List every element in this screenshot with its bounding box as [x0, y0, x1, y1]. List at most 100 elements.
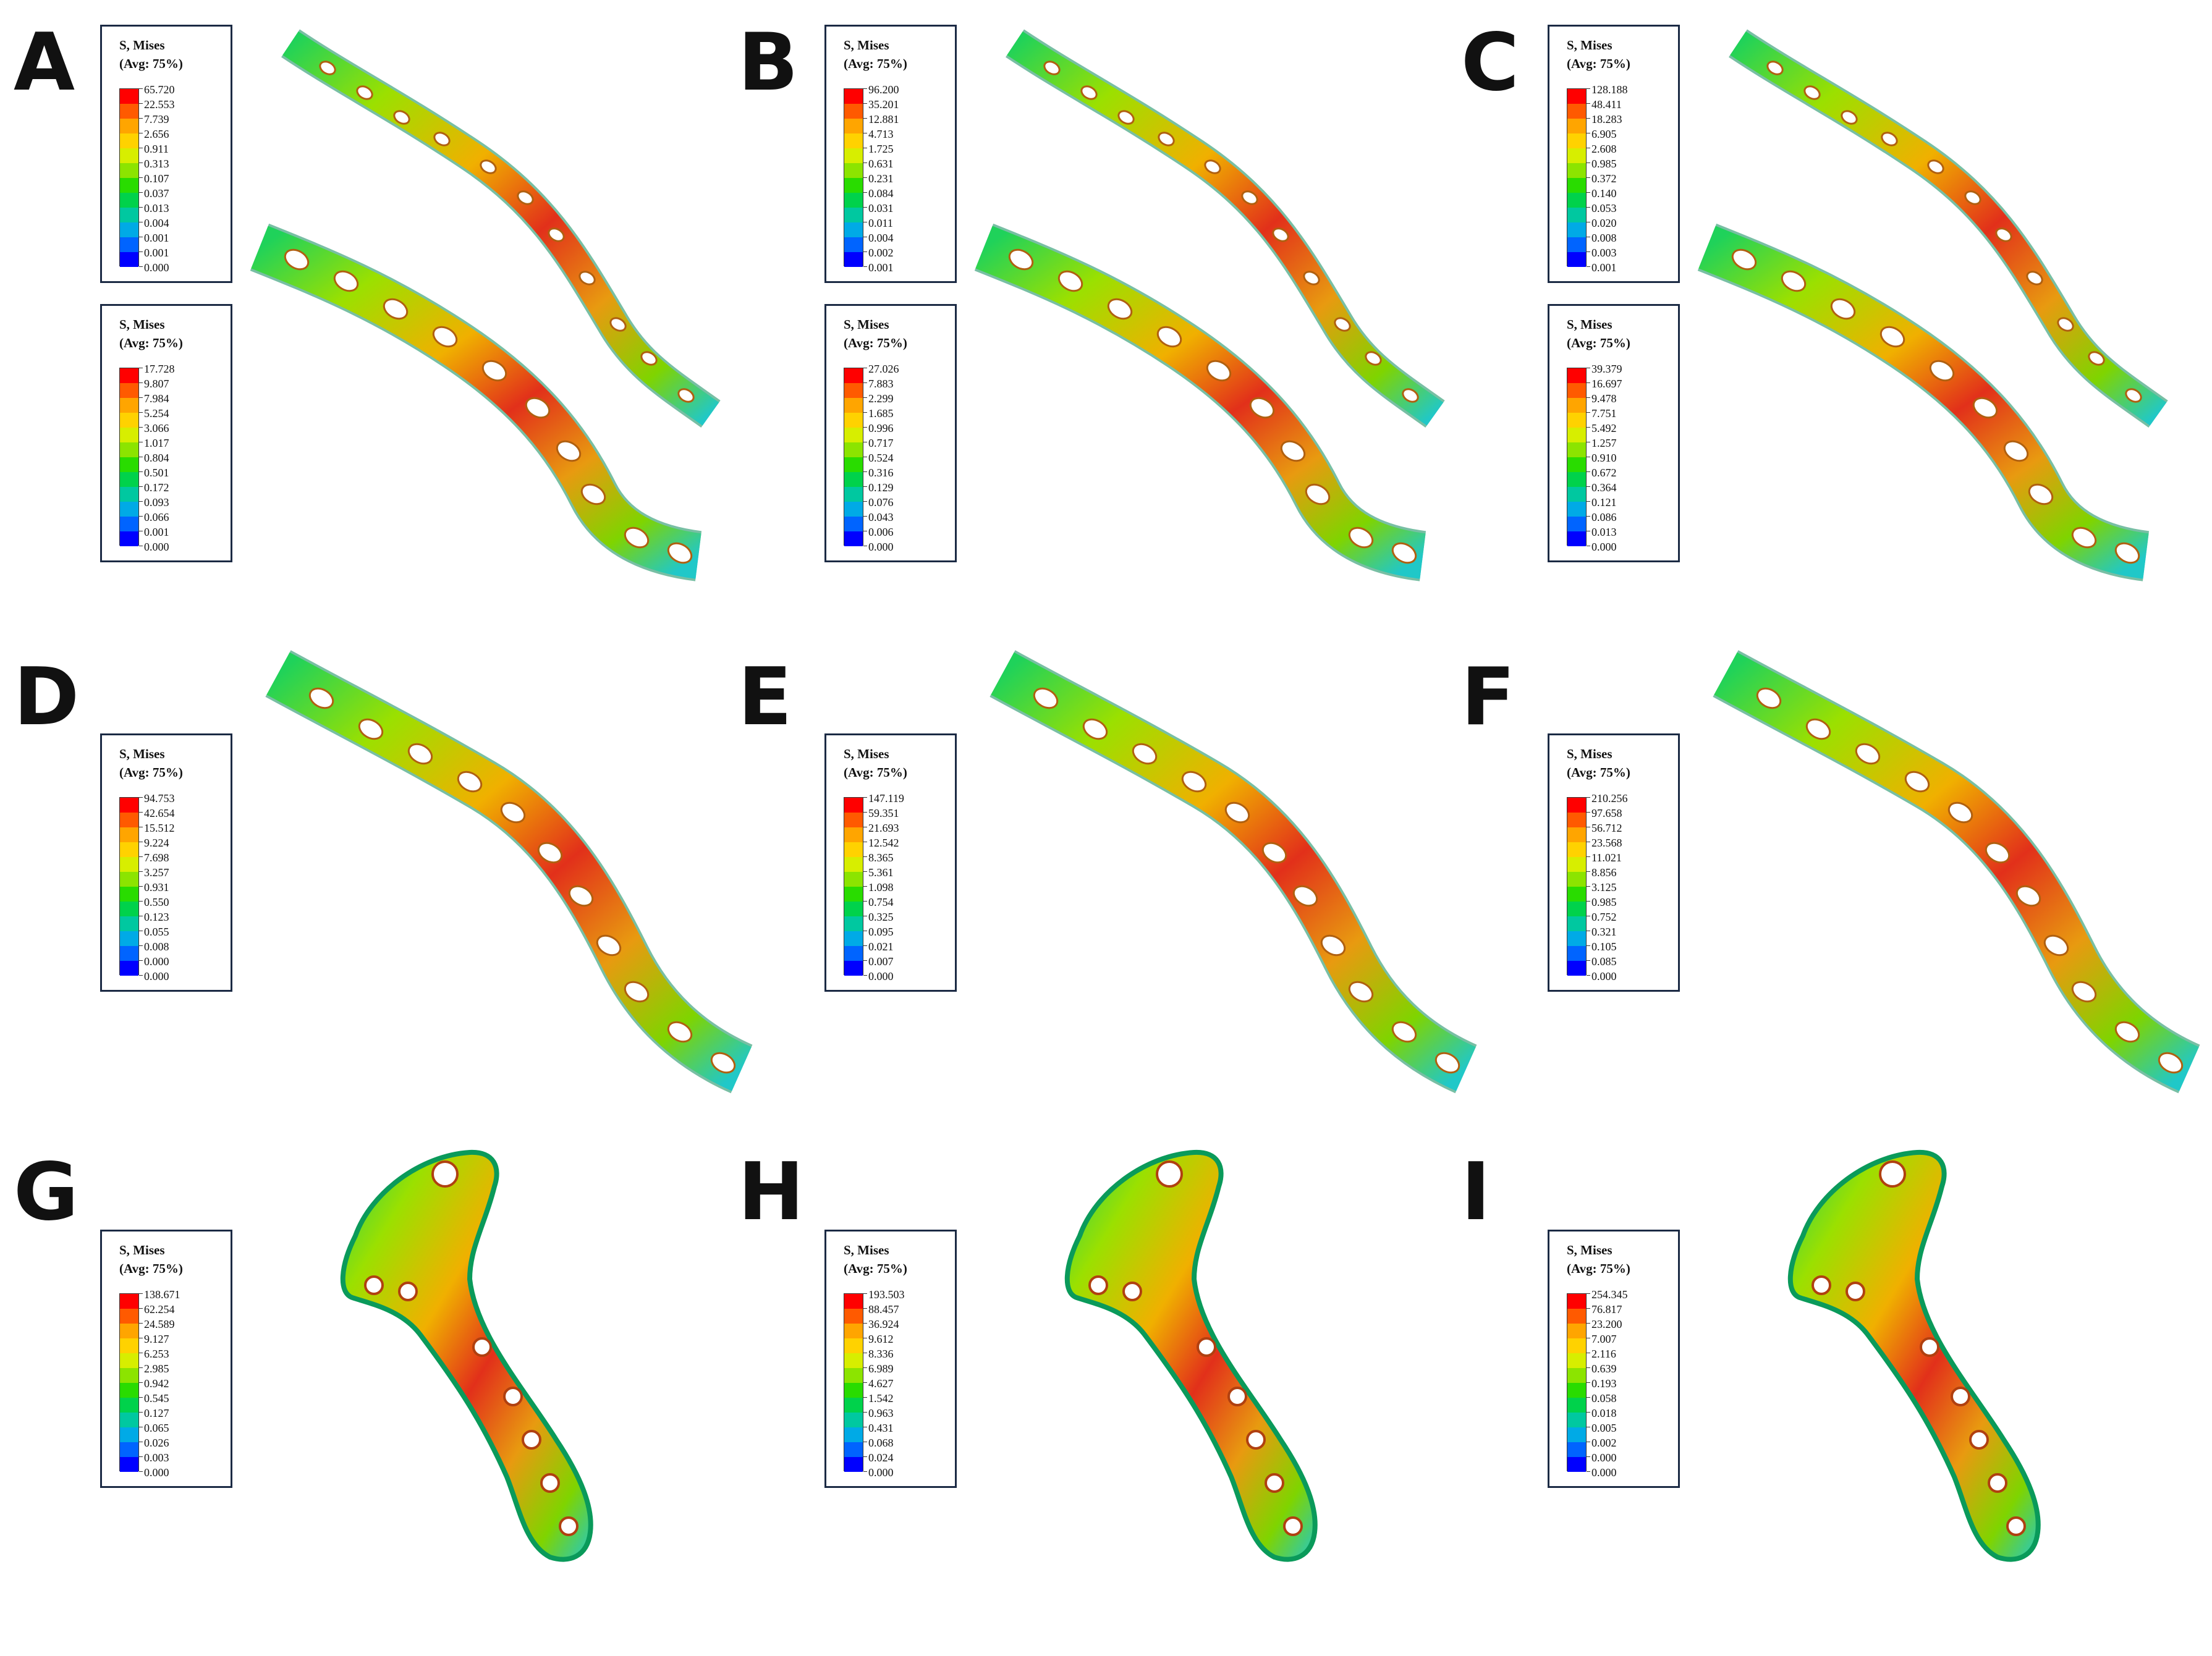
colorbar-band [1567, 119, 1586, 133]
colorbar-band [844, 413, 863, 428]
legend-value: 8.856 [1591, 866, 1617, 879]
colorbar-band [1567, 237, 1586, 252]
legend-value: 0.996 [868, 422, 894, 434]
colorbar-band [844, 813, 863, 827]
colorbar-band [1567, 208, 1586, 222]
legend-value: 7.984 [144, 392, 169, 405]
colorbar-band [1567, 1324, 1586, 1338]
colorbar-band [844, 398, 863, 413]
legend-value: 2.985 [144, 1362, 169, 1375]
colorbar-band [844, 842, 863, 857]
colorbar-band [120, 1427, 138, 1442]
colorbar-band [1567, 1309, 1586, 1324]
colorbar-band [120, 842, 138, 857]
legend-value: 0.000 [144, 955, 169, 968]
colorbar-band [844, 916, 863, 931]
colorbar [119, 1293, 139, 1472]
colorbar-band [120, 428, 138, 442]
colorbar-band [120, 163, 138, 178]
legend-value: 7.698 [144, 851, 169, 864]
colorbar [844, 88, 863, 267]
legend-value: 96.200 [868, 83, 899, 96]
legend-value: 0.004 [144, 217, 169, 229]
legend-value: 16.697 [1591, 378, 1622, 390]
colorbar-band [844, 1413, 863, 1427]
colorbar-band [1567, 872, 1586, 887]
colorbar-band [1567, 89, 1586, 104]
colorbar-band [844, 502, 863, 517]
colorbar-band [1567, 902, 1586, 916]
legend-subtitle: (Avg: 75%) [1567, 56, 1630, 71]
colorbar-band [1567, 413, 1586, 428]
legend-value: 0.631 [868, 158, 894, 170]
colorbar-band [120, 1457, 138, 1472]
legend-value: 24.589 [144, 1318, 175, 1330]
legend-value: 76.817 [1591, 1303, 1622, 1316]
stress-legend: S, Mises (Avg: 75%) 193.503 88.457 36.924 9.6… [824, 1230, 957, 1488]
legend-value: 0.055 [144, 926, 169, 938]
colorbar-band [1567, 472, 1586, 487]
legend-value: 0.024 [868, 1451, 894, 1464]
legend-value: 0.325 [868, 911, 894, 923]
legend-value: 9.127 [144, 1333, 169, 1345]
colorbar-band [844, 89, 863, 104]
legend-value: 0.910 [1591, 452, 1617, 464]
colorbar-band [1567, 1442, 1586, 1457]
legend-value: 1.725 [868, 143, 894, 155]
legend-value: 0.931 [144, 881, 169, 893]
colorbar-band [844, 798, 863, 813]
legend-value: 0.068 [868, 1437, 894, 1449]
colorbar-band [1567, 1398, 1586, 1413]
colorbar-band [120, 872, 138, 887]
colorbar-band [120, 148, 138, 163]
legend-value: 0.000 [1591, 1466, 1617, 1479]
colorbar-band [844, 961, 863, 976]
legend-value: 0.000 [144, 261, 169, 274]
legend-value: 0.754 [868, 896, 894, 908]
bone-plate-model [1064, 1149, 1318, 1562]
legend-value: 3.066 [144, 422, 169, 434]
colorbar-band [1567, 857, 1586, 872]
legend-value: 3.257 [144, 866, 169, 879]
colorbar-band [844, 1427, 863, 1442]
colorbar-band [1567, 1338, 1586, 1353]
legend-value: 0.001 [144, 232, 169, 244]
colorbar [1567, 88, 1587, 267]
bone-plate-model [989, 650, 1477, 1094]
legend-value: 0.985 [1591, 896, 1617, 908]
colorbar-band [120, 1398, 138, 1413]
colorbar-band [1567, 531, 1586, 546]
legend-value: 0.002 [868, 247, 894, 259]
panel-i: I S, Mises (Avg: 75%) 254.345 76.817 23.200 7… [1447, 1131, 2171, 1656]
legend-value: 0.000 [1591, 541, 1617, 553]
colorbar-band [844, 1353, 863, 1368]
legend-value: 0.004 [868, 232, 894, 244]
legend-value: 0.313 [144, 158, 169, 170]
legend-value: 21.693 [868, 822, 899, 834]
colorbar-band [844, 902, 863, 916]
legend-value: 0.140 [1591, 187, 1617, 200]
legend-subtitle: (Avg: 75%) [119, 1261, 183, 1276]
legend-value: 48.411 [1591, 98, 1622, 111]
stress-legend: S, Mises (Avg: 75%) 254.345 76.817 23.200 7.0… [1548, 1230, 1680, 1488]
legend-value: 12.881 [868, 113, 899, 125]
colorbar-band [120, 104, 138, 119]
legend-value: 0.123 [144, 911, 169, 923]
colorbar [844, 368, 863, 546]
colorbar-band [1567, 916, 1586, 931]
legend-value: 0.000 [144, 541, 169, 553]
legend-value: 147.119 [868, 792, 904, 805]
colorbar-band [120, 946, 138, 961]
colorbar-band [844, 931, 863, 946]
legend-value: 0.066 [144, 511, 169, 523]
legend-value: 0.000 [1591, 970, 1617, 982]
panel-label: H [738, 1146, 805, 1238]
colorbar-band [844, 428, 863, 442]
panel-g: G S, Mises (Avg: 75%) 138.671 62.254 24.589 9… [0, 1131, 723, 1656]
colorbar-band [120, 1442, 138, 1457]
colorbar-band [120, 1353, 138, 1368]
legend-value: 0.672 [1591, 467, 1617, 479]
panel-label: G [14, 1146, 79, 1238]
colorbar-band [120, 89, 138, 104]
colorbar-band [120, 133, 138, 148]
